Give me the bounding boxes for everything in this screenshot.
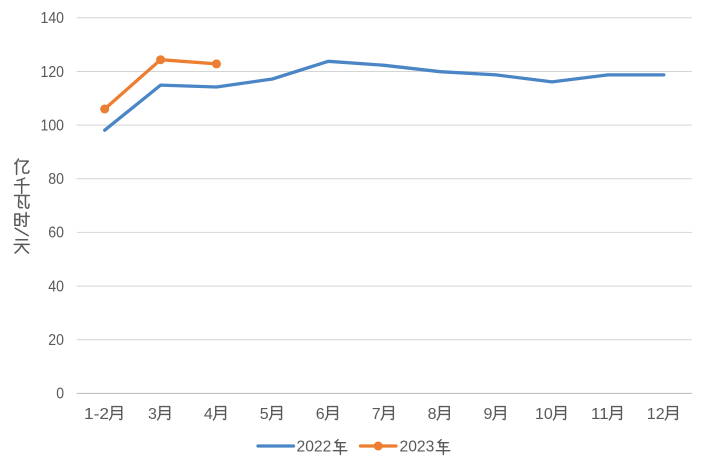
- svg-text:9: 9: [484, 406, 493, 423]
- svg-text:11: 11: [591, 406, 609, 423]
- svg-text:4: 4: [204, 406, 213, 423]
- svg-text:40: 40: [48, 278, 64, 295]
- svg-text:2022: 2022: [297, 439, 332, 456]
- svg-text:3: 3: [148, 406, 157, 423]
- svg-text:140: 140: [41, 10, 65, 27]
- svg-text:120: 120: [41, 64, 65, 81]
- svg-text:8: 8: [428, 406, 437, 423]
- svg-text:7: 7: [372, 406, 381, 423]
- svg-text:20: 20: [48, 332, 64, 349]
- svg-text:10: 10: [535, 406, 553, 423]
- svg-text:6: 6: [316, 406, 325, 423]
- svg-text:60: 60: [48, 225, 64, 242]
- svg-text:2023: 2023: [400, 439, 435, 456]
- svg-text:5: 5: [260, 406, 269, 423]
- svg-text:1-2: 1-2: [84, 406, 109, 423]
- svg-text:0: 0: [56, 386, 64, 403]
- svg-text:12: 12: [647, 406, 665, 423]
- svg-text:80: 80: [48, 171, 64, 188]
- svg-text:100: 100: [41, 117, 65, 134]
